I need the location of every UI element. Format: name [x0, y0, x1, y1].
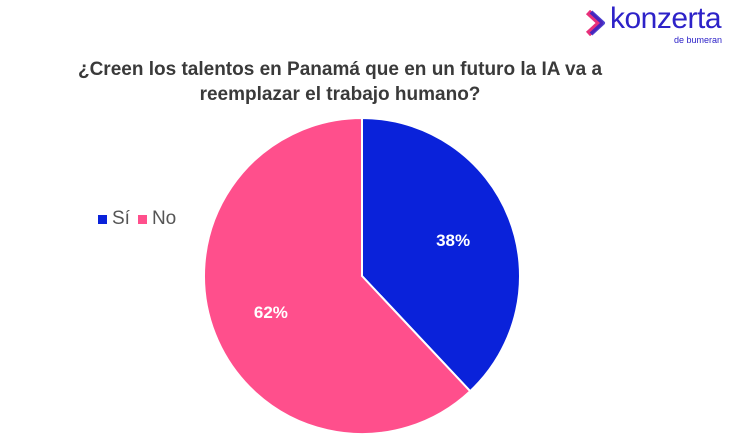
pie-slice-si: [361, 116, 521, 393]
konzerta-logo: konzerta de bumeran: [586, 2, 736, 46]
legend-item-si: Sí: [98, 208, 130, 230]
data-label: 38%: [436, 231, 470, 250]
legend-swatch: [137, 214, 147, 224]
chart-title: ¿Creen los talentos en Panamá que en un …: [77, 59, 603, 105]
logo-subtext: de bumeran: [674, 35, 723, 45]
legend-label: Sí: [112, 208, 130, 229]
legend-label: No: [151, 208, 177, 229]
legend-swatch: [98, 214, 107, 224]
logo-text: konzerta: [610, 2, 722, 35]
legend: Sí No: [98, 208, 176, 230]
legend-item-no: No: [137, 208, 177, 230]
data-label: 62%: [254, 303, 288, 322]
logo-chevron-icon: [586, 10, 605, 36]
pie-slice-no: [203, 116, 472, 435]
